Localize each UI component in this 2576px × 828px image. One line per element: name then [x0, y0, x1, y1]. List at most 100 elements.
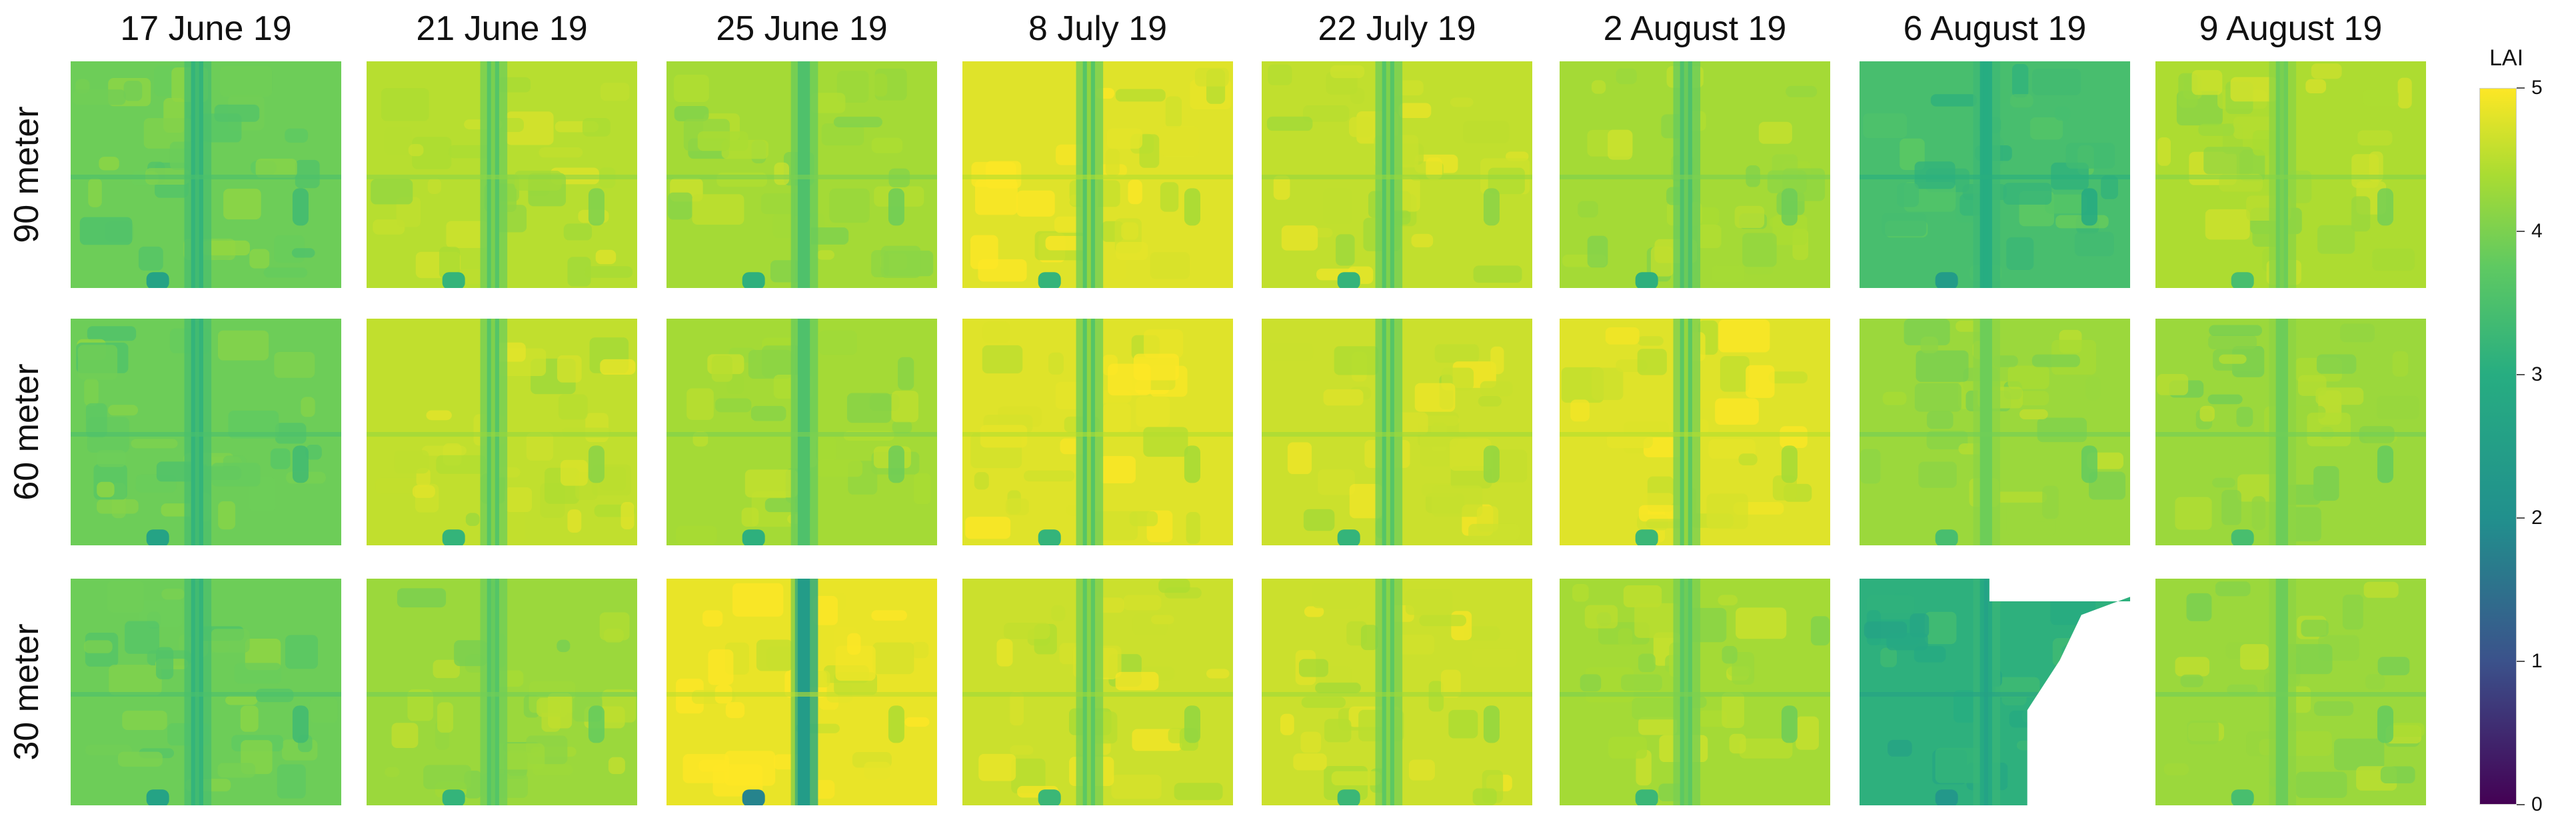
texture-patch: [1121, 222, 1139, 240]
texture-patch: [725, 702, 745, 719]
heatmap-cell: [1560, 579, 1830, 805]
texture-patch: [880, 245, 921, 279]
texture-patch: [708, 649, 734, 685]
texture-patch: [108, 405, 139, 416]
texture-patch: [2376, 395, 2419, 419]
texture-patch: [73, 89, 126, 105]
right-blob: [1483, 705, 1500, 743]
texture-patch: [2198, 123, 2235, 136]
texture-patch: [1584, 605, 1618, 629]
texture-patch: [1468, 523, 1520, 541]
texture-patch: [2003, 183, 2052, 205]
heatmap-cell: [666, 579, 937, 805]
texture-patch: [437, 702, 453, 733]
texture-patch: [305, 445, 322, 460]
texture-patch: [816, 459, 863, 477]
texture-patch: [621, 502, 635, 529]
texture-patch: [1637, 336, 1664, 346]
texture-patch: [871, 610, 908, 621]
texture-patch: [270, 448, 291, 469]
column-label: 6 August 19: [1903, 9, 2087, 48]
texture-patch: [1150, 252, 1190, 279]
heatmap-cell: [962, 579, 1233, 805]
texture-patch: [1463, 121, 1510, 143]
texture-patch: [697, 131, 748, 151]
texture-patch: [810, 93, 846, 113]
right-blob: [1781, 445, 1798, 483]
texture-patch: [1115, 671, 1159, 691]
texture-patch: [1108, 363, 1151, 396]
texture-patch: [2045, 194, 2087, 214]
colorbar-tick-label: 4: [2531, 220, 2543, 242]
texture-patch: [439, 247, 461, 279]
texture-patch: [131, 439, 178, 449]
texture-patch: [702, 610, 723, 627]
texture-patch: [1426, 157, 1442, 179]
texture-patch: [2305, 79, 2326, 94]
texture-patch: [2032, 69, 2081, 95]
texture-patch: [1698, 710, 1728, 727]
texture-patch: [1323, 389, 1364, 406]
texture-patch: [898, 357, 914, 390]
texture-patch: [1811, 616, 1830, 646]
column-label: 8 July 19: [1028, 9, 1168, 48]
texture-patch: [557, 639, 571, 653]
texture-patch: [2175, 497, 2212, 530]
texture-patch: [1578, 201, 1598, 218]
texture-patch: [1746, 365, 1775, 398]
texture-patch: [1930, 94, 1977, 107]
texture-patch: [698, 759, 730, 772]
bottom-blob: [1038, 272, 1061, 288]
heatmap-cell: [1560, 61, 1830, 288]
bottom-blob: [146, 789, 169, 805]
texture-patch: [1266, 116, 1313, 131]
texture-patch: [217, 763, 256, 778]
texture-patch: [912, 641, 929, 659]
texture-patch: [97, 450, 126, 467]
texture-patch: [240, 705, 259, 732]
heatmap-cell: [2155, 579, 2426, 805]
texture-patch: [423, 765, 471, 789]
texture-patch: [285, 635, 318, 669]
texture-patch: [982, 345, 1023, 374]
texture-patch: [1591, 80, 1606, 94]
texture-patch: [412, 137, 452, 169]
texture-patch: [1711, 265, 1745, 283]
texture-patch: [2019, 409, 2048, 419]
texture-patch: [1268, 343, 1314, 361]
texture-patch: [161, 589, 185, 600]
texture-patch: [2307, 412, 2351, 447]
horizontal-line: [1860, 432, 2130, 437]
texture-patch: [245, 639, 281, 671]
texture-patch: [1608, 129, 1633, 160]
texture-patch: [2315, 387, 2364, 405]
texture-patch: [2010, 94, 2033, 108]
horizontal-line: [71, 432, 341, 437]
texture-patch: [138, 600, 183, 627]
texture-patch: [1048, 352, 1064, 375]
texture-patch: [214, 104, 260, 122]
texture-patch: [982, 321, 1010, 343]
texture-patch: [1115, 89, 1166, 102]
row-label: 30 meter: [7, 623, 46, 761]
texture-patch: [1110, 253, 1127, 280]
heatmap-cell: [1262, 61, 1532, 288]
texture-patch: [1729, 733, 1746, 754]
texture-patch: [2317, 225, 2355, 254]
texture-patch: [2363, 581, 2399, 598]
texture-patch: [123, 81, 143, 101]
texture-patch: [1918, 461, 1957, 488]
texture-patch: [122, 710, 167, 731]
texture-patch: [585, 266, 633, 278]
texture-patch: [255, 159, 297, 178]
texture-patch: [1010, 691, 1024, 726]
horizontal-line: [1262, 432, 1532, 437]
bottom-blob: [442, 789, 465, 805]
texture-patch: [1312, 583, 1360, 609]
texture-patch: [1450, 466, 1492, 489]
column-label: 22 July 19: [1318, 9, 1476, 48]
texture-patch: [978, 259, 1027, 282]
texture-patch: [77, 345, 118, 380]
colorbar-tick-label: 0: [2531, 793, 2543, 815]
texture-patch: [1904, 319, 1950, 345]
